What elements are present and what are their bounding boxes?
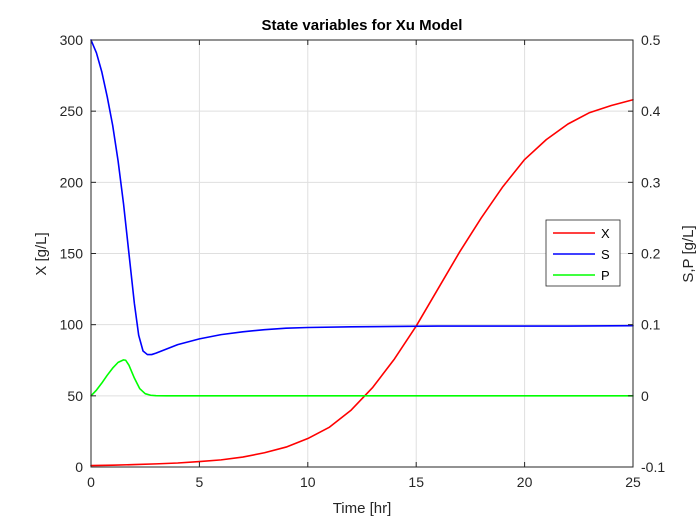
y-right-tick-label: 0.2 [641,246,661,262]
y-left-tick-label: 100 [60,317,84,333]
y-left-tick-label: 0 [75,459,83,475]
y-axis-label-right: S,P [g/L] [680,225,697,282]
x-tick-label: 10 [300,474,316,490]
legend: XSP [545,219,621,287]
ticks [90,39,634,468]
y-left-tick-label: 50 [67,388,83,404]
series-line-p [90,359,634,397]
legend-label-p: P [601,268,610,283]
x-tick-label: 0 [87,474,95,490]
x-axis-label: Time [hr] [333,500,392,517]
y-right-tick-label: 0.3 [641,174,661,190]
y-left-tick-label: 300 [60,32,84,48]
series-line-s [90,39,634,356]
y-left-tick-label: 200 [60,174,84,190]
y-right-tick-label: -0.1 [641,459,665,475]
series-layer [90,39,634,467]
y-right-tick-label: 0.1 [641,317,661,333]
legend-label-s: S [601,247,610,262]
y-left-tick-label: 250 [60,103,84,119]
grid [91,40,633,467]
x-tick-label: 25 [625,474,641,490]
x-tick-label: 15 [408,474,424,490]
chart-title: State variables for Xu Model [262,17,463,34]
x-tick-label: 20 [517,474,533,490]
tick-labels: 0 5 10 15 20 25050100150200250300-0.100.10.20… [60,32,666,490]
y-right-tick-label: 0.5 [641,32,661,48]
x-tick-label: 5 [196,474,204,490]
y-right-tick-label: 0 [641,388,649,404]
y-right-tick-label: 0.4 [641,103,661,119]
legend-entries: XSP [553,226,610,283]
y-axis-label-left: X [g/L] [33,232,50,275]
legend-label-x: X [601,226,610,241]
series-line-x [90,98,634,467]
y-left-tick-label: 150 [60,246,84,262]
